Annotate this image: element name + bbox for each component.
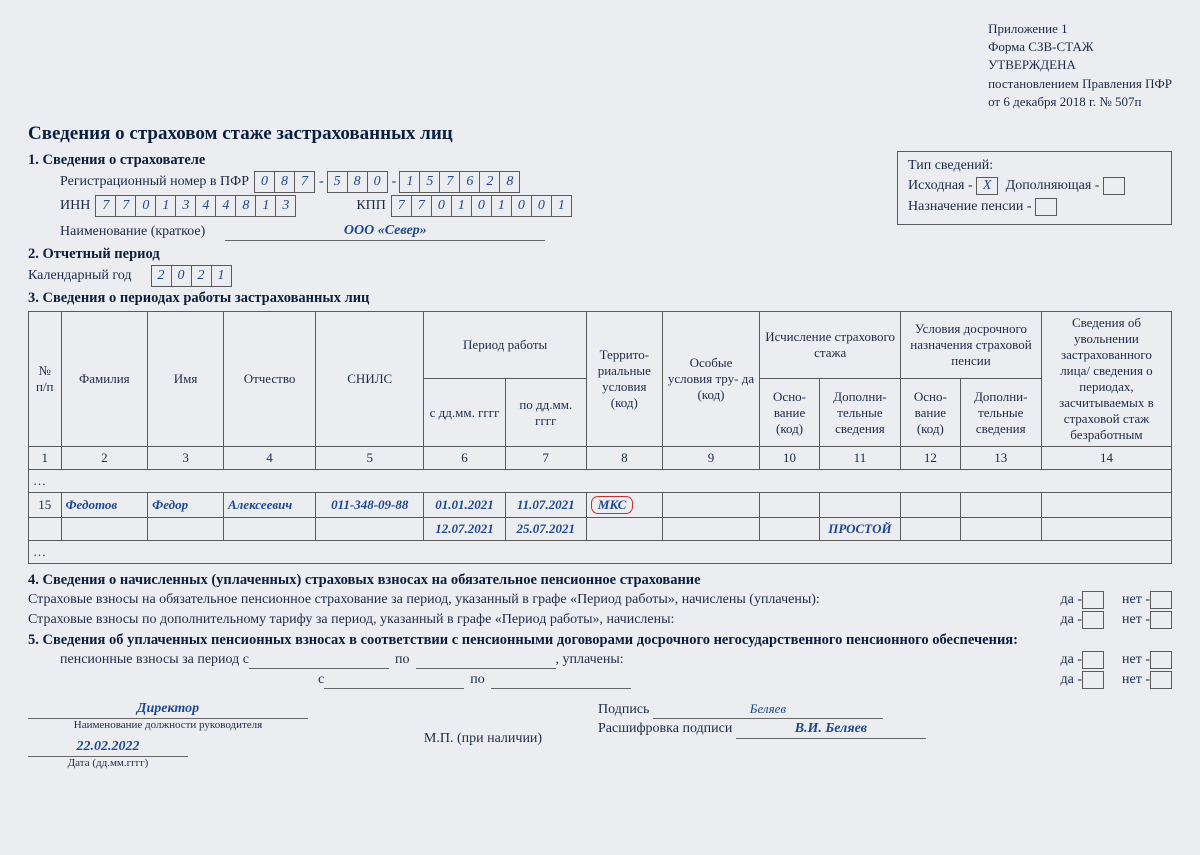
s4-line2: Страховые взносы по дополнительному тари… xyxy=(28,612,674,628)
s5-net1-check[interactable] xyxy=(1150,651,1172,669)
col-d2: по дд.мм. гггг xyxy=(505,379,586,447)
col-period: Период работы xyxy=(424,311,587,379)
s4-da1-check[interactable] xyxy=(1082,591,1104,609)
date-caption: Дата (дд.мм.гггг) xyxy=(28,757,188,769)
year-label: Календарный год xyxy=(28,268,132,284)
regnum-label: Регистрационный номер в ПФР xyxy=(60,174,249,190)
position-value: Директор xyxy=(28,701,308,719)
type-info-box: Тип сведений: Исходная - X Дополняющая -… xyxy=(897,151,1172,225)
type-orig-label: Исходная - xyxy=(908,178,973,193)
col-osn2: Осно- вание (код) xyxy=(901,379,961,447)
s5-from2[interactable] xyxy=(324,671,464,689)
section-4-head: 4. Сведения о начисленных (уплаченных) с… xyxy=(28,572,1172,589)
shortname-label: Наименование (краткое) xyxy=(60,224,205,240)
s5-to1[interactable] xyxy=(416,651,556,669)
col-d1: с дд.мм. гггг xyxy=(424,379,505,447)
signature-label: Подпись xyxy=(598,702,649,717)
regnum-cells: 087-580-157628 xyxy=(255,171,520,193)
col-n: № п/п xyxy=(29,311,62,446)
col-snils: СНИЛС xyxy=(316,311,424,446)
appendix-l3: УТВЕРЖДЕНА xyxy=(988,56,1172,74)
s5-paid-label: , уплачены: xyxy=(556,652,624,668)
s4-net2-check[interactable] xyxy=(1150,611,1172,629)
inn-cells: 7701344813 xyxy=(96,195,296,217)
type-add-check[interactable] xyxy=(1103,177,1125,195)
col-dosr: Условия досрочного назначения страховой … xyxy=(901,311,1042,379)
col-isch: Исчисление страхового стажа xyxy=(760,311,901,379)
section-2-head: 2. Отчетный период xyxy=(28,246,1172,263)
col-im: Имя xyxy=(148,311,224,446)
document-title: Сведения о страховом стаже застрахованны… xyxy=(28,123,1172,145)
s4-net1-check[interactable] xyxy=(1150,591,1172,609)
shortname-value: ООО «Север» xyxy=(225,223,545,241)
section-5-head: 5. Сведения об уплаченных пенсионных взн… xyxy=(28,632,1172,649)
type-pension-check[interactable] xyxy=(1035,198,1057,216)
table-row: 15ФедотовФедорАлексеевич011-348-09-8801.… xyxy=(29,492,1172,517)
mp-label: М.П. (при наличии) xyxy=(368,701,598,769)
fullname-label: Расшифровка подписи xyxy=(598,721,732,736)
type-orig-check[interactable]: X xyxy=(976,177,998,195)
s5-da2-check[interactable] xyxy=(1082,671,1104,689)
s4-net1-label: нет - xyxy=(1122,592,1150,608)
col-osn1: Осно- вание (код) xyxy=(760,379,820,447)
s4-da1-label: да - xyxy=(1061,592,1083,608)
date-value: 22.02.2022 xyxy=(28,739,188,757)
signature-field: Беляев xyxy=(653,701,883,719)
col-dop1: Дополни- тельные сведения xyxy=(819,379,900,447)
col-usl: Особые условия тру- да (код) xyxy=(662,311,760,446)
appendix-l5: от 6 декабря 2018 г. № 507п xyxy=(988,93,1172,111)
col-terr: Террито- риальные условия (код) xyxy=(586,311,662,446)
inn-label: ИНН xyxy=(60,198,90,214)
s4-da2-label: да - xyxy=(1061,612,1083,628)
s4-net2-label: нет - xyxy=(1122,612,1150,628)
kpp-cells: 770101001 xyxy=(392,195,572,217)
s4-da2-check[interactable] xyxy=(1082,611,1104,629)
position-caption: Наименование должности руководителя xyxy=(28,719,308,731)
appendix-l2: Форма СЗВ-СТАЖ xyxy=(988,38,1172,56)
type-pension-label: Назначение пенсии - xyxy=(908,199,1032,214)
col-uvol: Сведения об увольнении застрахованного л… xyxy=(1041,311,1171,446)
section-1-head: 1. Сведения о страхователе xyxy=(28,152,897,169)
kpp-label: КПП xyxy=(356,198,386,214)
type-add-label: Дополняющая - xyxy=(1006,178,1100,193)
year-cells: 2021 xyxy=(152,265,232,287)
s5-to-label2: по xyxy=(470,672,485,688)
section-3-head: 3. Сведения о периодах работы застрахова… xyxy=(28,290,1172,307)
s5-da1-check[interactable] xyxy=(1082,651,1104,669)
appendix-info: Приложение 1 Форма СЗВ-СТАЖ УТВЕРЖДЕНА п… xyxy=(988,20,1172,111)
table-row: 12.07.202125.07.2021ПРОСТОЙ xyxy=(29,517,1172,540)
s5-da2-label: да - xyxy=(1061,672,1083,688)
s5-net1-label: нет - xyxy=(1122,652,1150,668)
col-fam: Фамилия xyxy=(61,311,148,446)
periods-table: № п/п Фамилия Имя Отчество СНИЛС Период … xyxy=(28,311,1172,564)
col-ot: Отчество xyxy=(224,311,316,446)
s5-from-label: пенсионные взносы за период с xyxy=(60,652,249,668)
s4-line1: Страховые взносы на обязательное пенсион… xyxy=(28,592,820,608)
appendix-l1: Приложение 1 xyxy=(988,20,1172,38)
s5-da1-label: да - xyxy=(1061,652,1083,668)
s5-from1[interactable] xyxy=(249,651,389,669)
s5-net2-label: нет - xyxy=(1122,672,1150,688)
col-dop2: Дополни- тельные сведения xyxy=(960,379,1041,447)
s5-to2[interactable] xyxy=(491,671,631,689)
typebox-title: Тип сведений: xyxy=(908,158,1161,174)
fullname-value: В.И. Беляев xyxy=(736,721,926,739)
appendix-l4: постановлением Правления ПФР xyxy=(988,75,1172,93)
s5-net2-check[interactable] xyxy=(1150,671,1172,689)
s5-to-label1: по xyxy=(395,652,410,668)
